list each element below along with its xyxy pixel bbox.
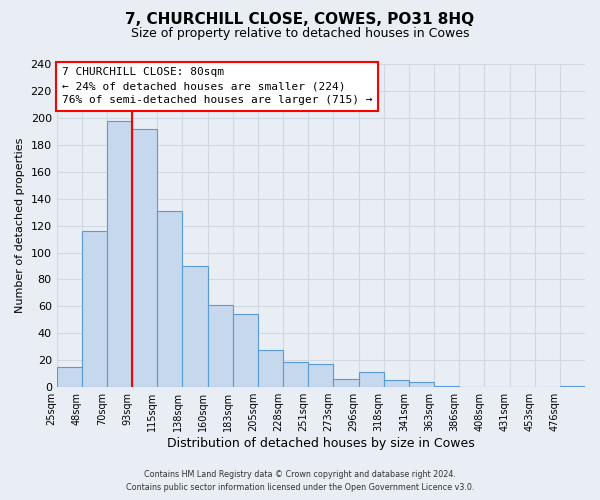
Bar <box>560 386 585 387</box>
Bar <box>107 120 132 387</box>
Bar <box>308 364 334 387</box>
Text: 7 CHURCHILL CLOSE: 80sqm
← 24% of detached houses are smaller (224)
76% of semi-: 7 CHURCHILL CLOSE: 80sqm ← 24% of detach… <box>62 67 373 105</box>
Bar <box>283 362 308 387</box>
Bar <box>208 305 233 387</box>
Bar <box>132 128 157 387</box>
Bar <box>233 314 258 387</box>
Y-axis label: Number of detached properties: Number of detached properties <box>15 138 25 314</box>
Bar <box>258 350 283 387</box>
Bar <box>56 367 82 387</box>
Bar <box>82 231 107 387</box>
Text: Size of property relative to detached houses in Cowes: Size of property relative to detached ho… <box>131 28 469 40</box>
Text: Contains HM Land Registry data © Crown copyright and database right 2024.
Contai: Contains HM Land Registry data © Crown c… <box>126 470 474 492</box>
Bar <box>157 211 182 387</box>
Text: 7, CHURCHILL CLOSE, COWES, PO31 8HQ: 7, CHURCHILL CLOSE, COWES, PO31 8HQ <box>125 12 475 28</box>
Bar <box>182 266 208 387</box>
Bar <box>334 379 359 387</box>
X-axis label: Distribution of detached houses by size in Cowes: Distribution of detached houses by size … <box>167 437 475 450</box>
Bar <box>409 382 434 387</box>
Bar <box>384 380 409 387</box>
Bar <box>359 372 384 387</box>
Bar <box>434 386 459 387</box>
